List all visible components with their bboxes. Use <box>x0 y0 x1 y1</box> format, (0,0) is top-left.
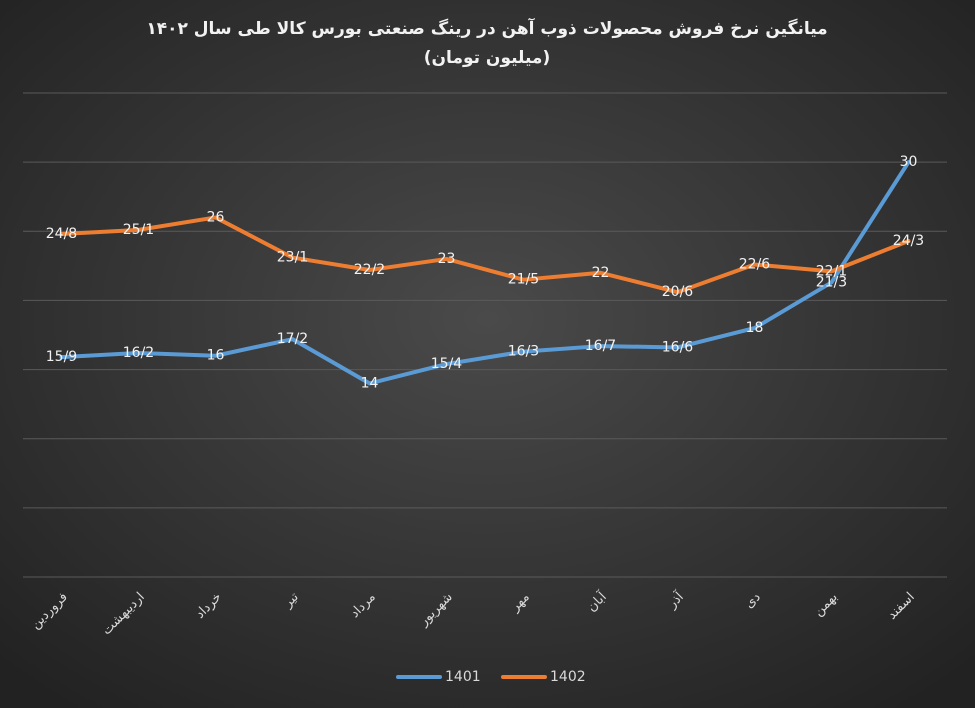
data-label: 30 <box>900 154 918 170</box>
legend-label: 1402 <box>550 669 586 685</box>
data-label: 16/6 <box>662 339 694 355</box>
series-line <box>59 215 911 295</box>
chart-subtitle: (میلیون تومان) <box>424 48 550 68</box>
data-label: 16/7 <box>585 338 616 354</box>
data-label: 16/2 <box>123 345 154 361</box>
chart-title: میانگین نرخ فروش محصولات ذوب آهن در رینگ… <box>146 17 827 39</box>
data-label: 24/3 <box>893 233 924 249</box>
data-label: 15/4 <box>431 356 463 372</box>
data-label: 21/5 <box>508 272 539 288</box>
data-label: 22/6 <box>739 256 771 272</box>
data-label: 17/2 <box>277 331 308 347</box>
data-label: 20/6 <box>662 284 694 300</box>
data-label: 23/1 <box>277 250 308 266</box>
data-label: 21/3 <box>816 274 847 290</box>
data-label: 26 <box>207 209 225 225</box>
data-label: 22 <box>592 265 610 281</box>
legend-label: 1401 <box>445 669 481 685</box>
data-label: 23 <box>438 251 456 267</box>
series-line <box>59 160 911 386</box>
data-label: 25/1 <box>123 222 154 238</box>
data-label: 22/1 <box>816 263 847 279</box>
data-label: 18 <box>746 320 764 336</box>
data-label: 15/9 <box>46 349 77 365</box>
data-label: 24/8 <box>46 226 77 242</box>
data-label: 22/2 <box>354 262 385 278</box>
data-label: 16 <box>207 348 225 364</box>
data-label: 16/3 <box>508 344 539 360</box>
data-label: 14 <box>361 375 379 391</box>
